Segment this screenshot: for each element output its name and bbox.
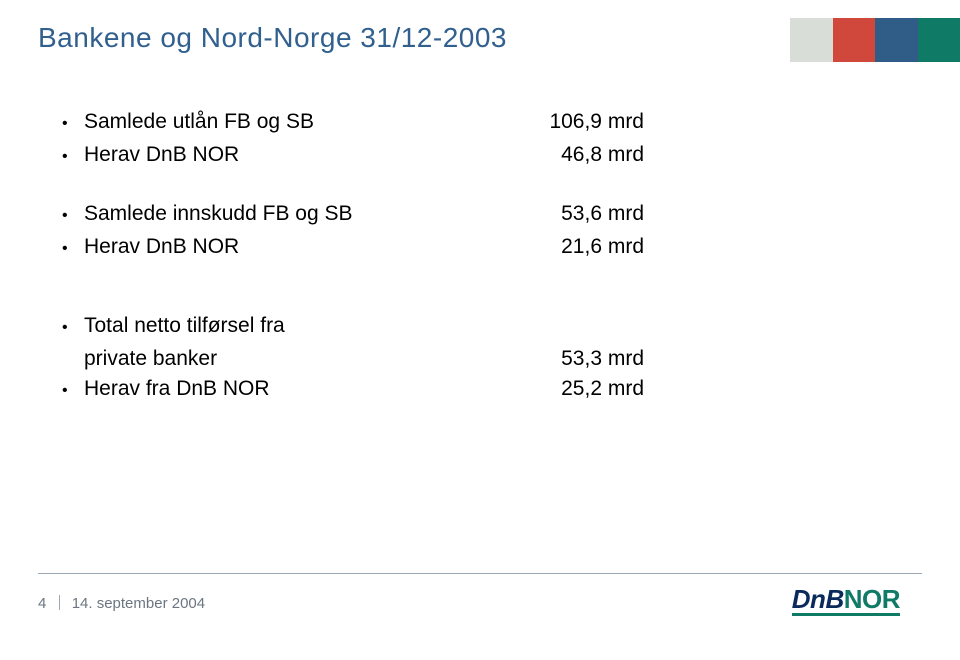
list-item-cont: private banker 53,3 mrd (62, 347, 762, 371)
item-label: private banker (84, 347, 514, 371)
item-value: 53,6 mrd (514, 202, 644, 226)
list-item: • Herav fra DnB NOR 25,2 mrd (62, 377, 762, 404)
list-item: • Samlede utlån FB og SB 106,9 mrd (62, 110, 762, 137)
list-item: • Total netto tilførsel fra (62, 314, 762, 341)
item-label: Herav DnB NOR (84, 143, 514, 167)
bullet-list: • Samlede utlån FB og SB 106,9 mrd • Her… (62, 110, 762, 410)
item-label: Samlede utlån FB og SB (84, 110, 514, 134)
item-value: 21,6 mrd (514, 235, 644, 259)
footer-separator (59, 595, 60, 610)
bullet-icon: • (62, 378, 84, 404)
footer-date: 14. september 2004 (72, 595, 205, 612)
page-title: Bankene og Nord-Norge 31/12-2003 (38, 22, 507, 54)
dnb-nor-logo: DnBNOR (792, 584, 900, 616)
stripe (918, 18, 960, 62)
bullet-icon: • (62, 236, 84, 262)
bullet-icon: • (62, 315, 84, 341)
item-value: 53,3 mrd (514, 347, 644, 371)
list-item: • Samlede innskudd FB og SB 53,6 mrd (62, 202, 762, 229)
footer-divider (38, 573, 922, 574)
bullet-icon: • (62, 144, 84, 170)
logo-part1: DnB (792, 584, 844, 614)
bullet-icon: • (62, 111, 84, 137)
item-label: Samlede innskudd FB og SB (84, 202, 514, 226)
item-value: 46,8 mrd (514, 143, 644, 167)
stripe (833, 18, 876, 62)
stripe (790, 18, 833, 62)
logo-part2: NOR (844, 584, 900, 614)
item-label: Total netto tilførsel fra (84, 314, 514, 338)
item-label: Herav DnB NOR (84, 235, 514, 259)
footer: 4 14. september 2004 (38, 595, 205, 612)
item-value: 25,2 mrd (514, 377, 644, 401)
item-value: 106,9 mrd (514, 110, 644, 134)
list-item: • Herav DnB NOR 46,8 mrd (62, 143, 762, 170)
bullet-icon: • (62, 203, 84, 229)
stripe (875, 18, 918, 62)
page-number: 4 (38, 595, 46, 612)
header-decor-stripes (790, 18, 960, 62)
item-label: Herav fra DnB NOR (84, 377, 514, 401)
list-item: • Herav DnB NOR 21,6 mrd (62, 235, 762, 262)
